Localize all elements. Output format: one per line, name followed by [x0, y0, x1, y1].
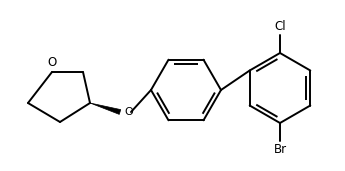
Polygon shape	[90, 103, 121, 114]
Text: O: O	[124, 107, 133, 117]
Text: Br: Br	[274, 143, 287, 156]
Text: O: O	[47, 56, 57, 69]
Text: Cl: Cl	[274, 20, 286, 33]
